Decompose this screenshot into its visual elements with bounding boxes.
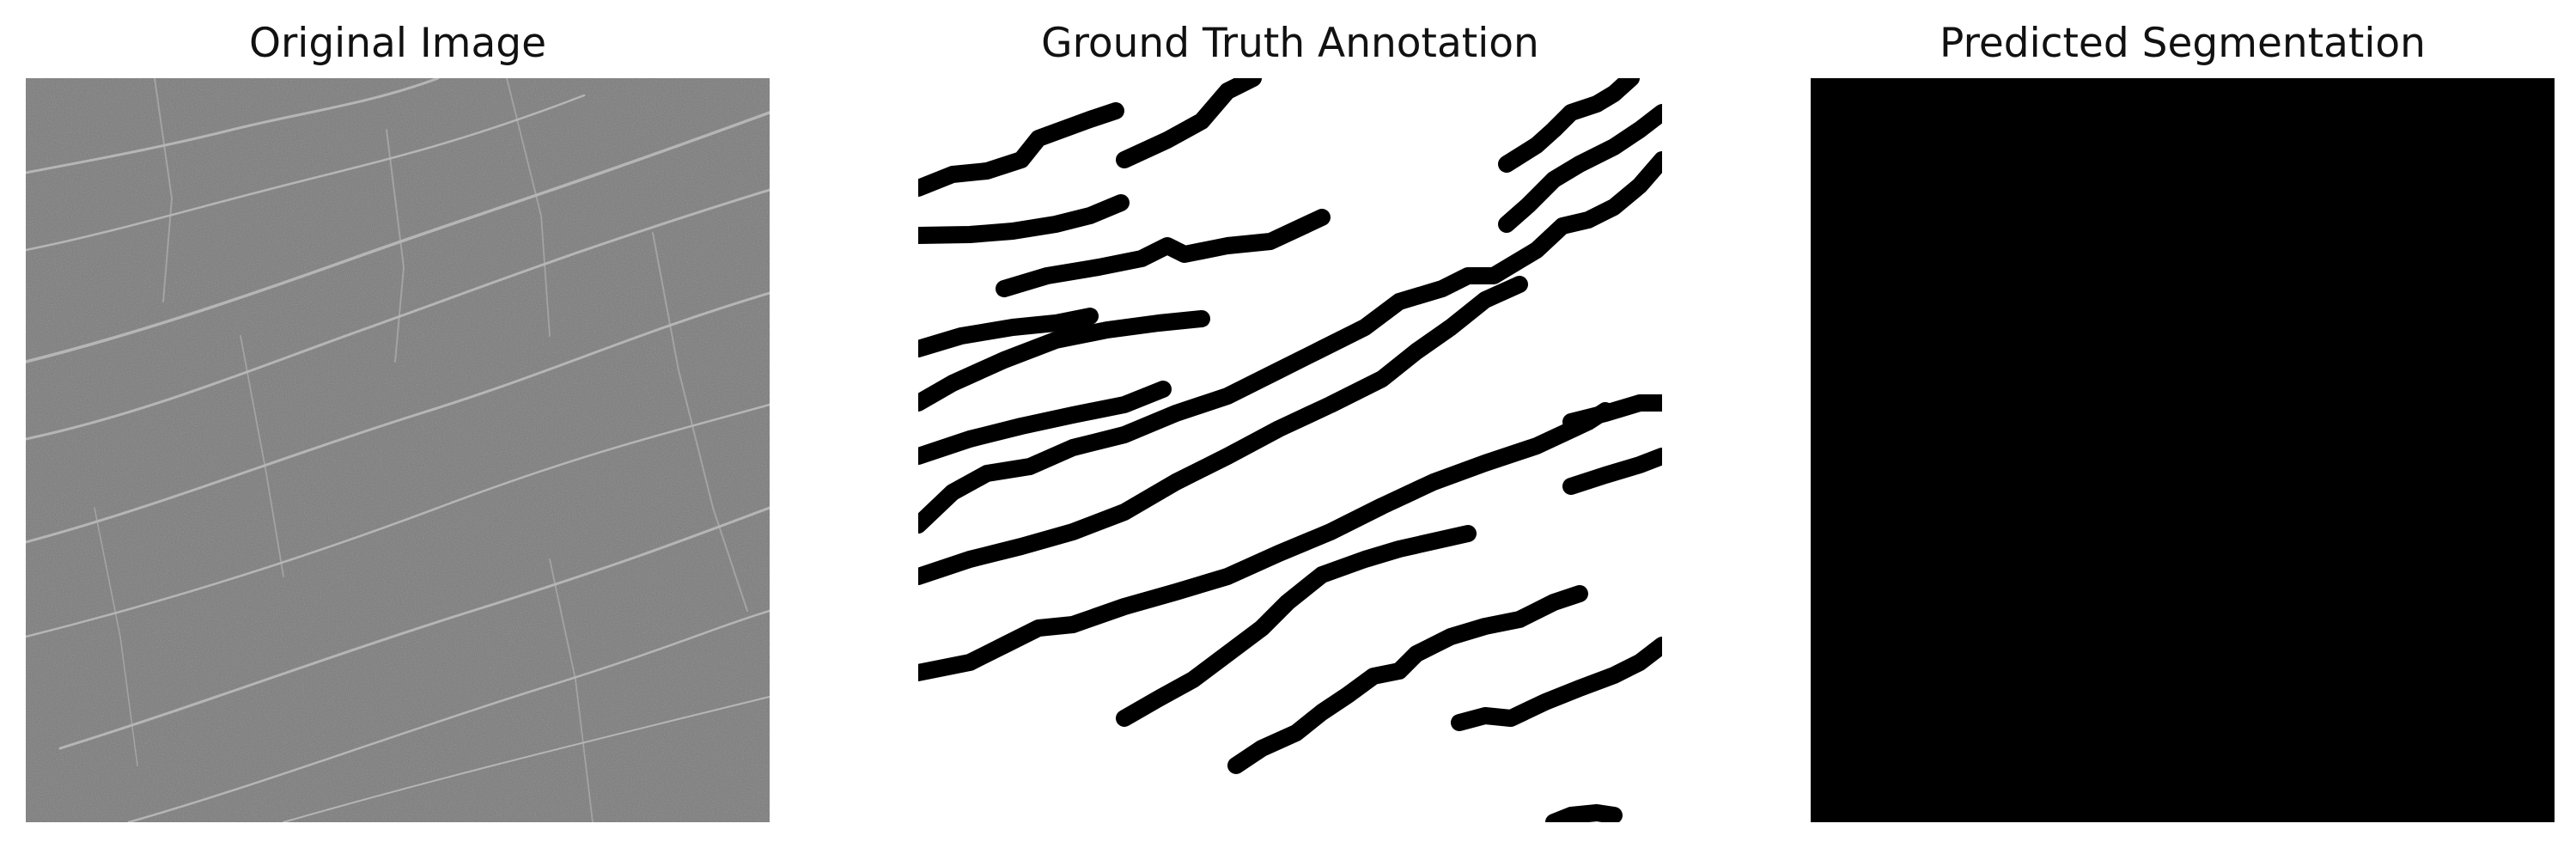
panel-title-original: Original Image [248, 20, 547, 67]
panel-original: Original Image [26, 0, 770, 848]
mask-strokes [918, 78, 1662, 822]
prediction-fill [1811, 78, 2555, 822]
predicted-segmentation-mask [1811, 78, 2555, 822]
texture-cracks [94, 78, 748, 822]
original-image [26, 78, 770, 822]
ground-truth-mask [918, 78, 1662, 822]
panel-prediction: Predicted Segmentation [1811, 0, 2555, 848]
panel-ground-truth: Ground Truth Annotation [918, 0, 1662, 848]
panel-title-prediction: Predicted Segmentation [1940, 20, 2426, 67]
texture-grain [26, 78, 770, 822]
texture-ridges [26, 78, 770, 822]
panel-title-ground-truth: Ground Truth Annotation [1041, 20, 1539, 67]
